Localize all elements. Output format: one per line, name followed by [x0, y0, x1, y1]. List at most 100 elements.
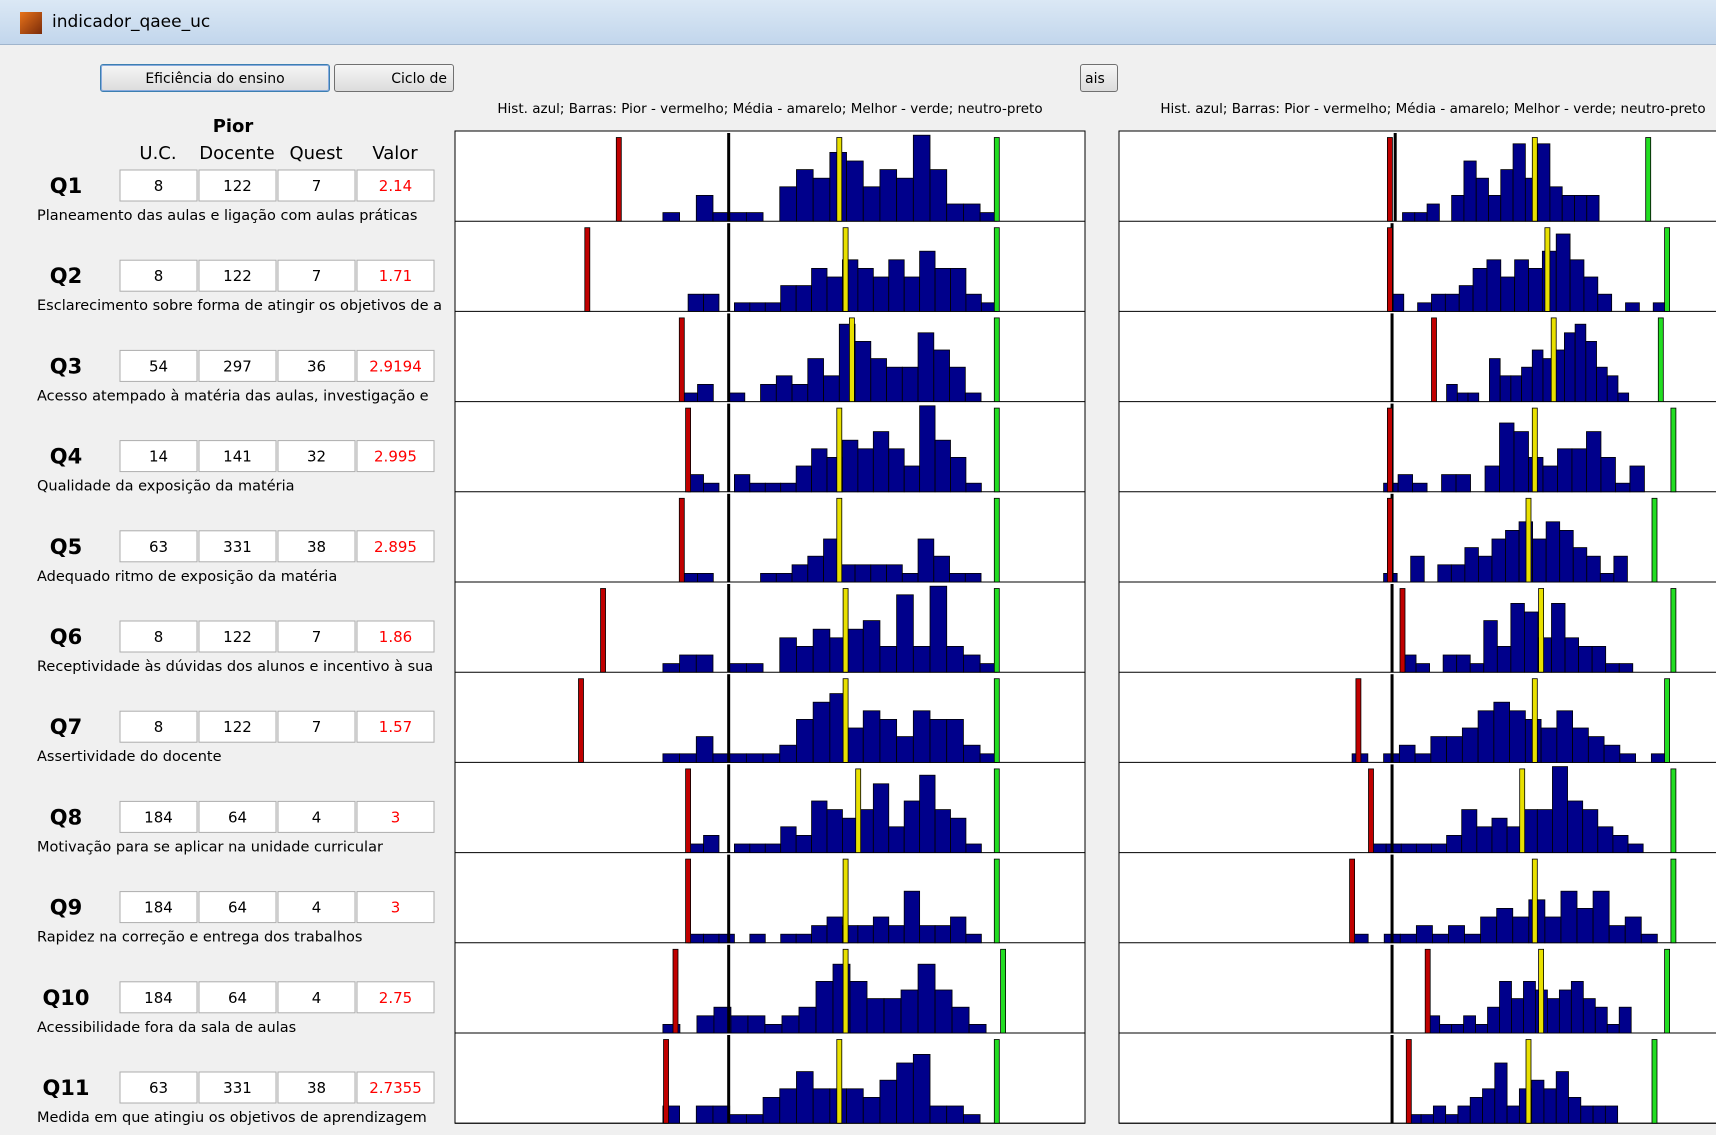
text-field[interactable]	[356, 710, 435, 743]
text-field[interactable]	[119, 169, 198, 202]
histogram-bar	[1415, 843, 1432, 854]
question-label: Q11	[42, 1076, 89, 1100]
histogram-bar	[946, 1105, 964, 1124]
histogram-bar	[1597, 826, 1614, 853]
text-field[interactable]	[198, 349, 277, 382]
histogram-bar	[1445, 1114, 1459, 1124]
text-field[interactable]	[119, 440, 198, 473]
marker-neutro	[727, 133, 731, 222]
histogram-bar	[1446, 736, 1463, 763]
tab-button[interactable]: Eficiência do ensino	[100, 64, 330, 92]
histogram-bar	[1491, 538, 1506, 583]
text-field[interactable]	[119, 349, 198, 382]
text-field[interactable]	[119, 981, 198, 1014]
text-field[interactable]	[198, 169, 277, 202]
marker-media	[836, 497, 843, 583]
tab-button[interactable]: ais	[1080, 64, 1118, 92]
histogram-bar	[901, 366, 919, 403]
question-label: Q9	[50, 896, 82, 920]
text-field[interactable]	[356, 169, 435, 202]
text-field[interactable]	[119, 800, 198, 833]
histogram-bar	[1608, 925, 1626, 944]
text-field[interactable]	[356, 800, 435, 833]
text-field[interactable]	[277, 530, 356, 563]
histogram-bar	[933, 555, 950, 583]
histogram-bar	[1467, 392, 1480, 403]
histogram-bar	[934, 267, 951, 312]
text-field[interactable]	[198, 259, 277, 292]
text-field[interactable]	[119, 620, 198, 653]
text-field[interactable]	[277, 259, 356, 292]
text-field[interactable]	[356, 891, 435, 924]
text-field[interactable]	[198, 620, 277, 653]
tab-button[interactable]: Ciclo de	[334, 64, 454, 92]
text-field[interactable]	[198, 800, 277, 833]
text-field[interactable]	[356, 259, 435, 292]
text-field[interactable]	[198, 440, 277, 473]
histogram-bar	[1537, 143, 1551, 222]
text-field[interactable]	[356, 349, 435, 382]
question-label: Q7	[50, 715, 82, 739]
text-field[interactable]	[277, 800, 356, 833]
field-value: 54	[149, 357, 168, 375]
text-field[interactable]	[198, 710, 277, 743]
histogram-bar	[1448, 925, 1465, 944]
text-field[interactable]	[356, 530, 435, 563]
text-field[interactable]	[119, 710, 198, 743]
text-field[interactable]	[198, 891, 277, 924]
histogram-bar	[1446, 835, 1463, 854]
histogram-bar	[1420, 1114, 1434, 1124]
histogram-bar	[1545, 521, 1561, 583]
text-field[interactable]	[119, 1071, 198, 1104]
marker-neutro	[1390, 1035, 1394, 1124]
text-field[interactable]	[277, 440, 356, 473]
histogram-bar	[1475, 177, 1489, 222]
histogram-bar	[1587, 736, 1605, 763]
text-field[interactable]	[277, 169, 356, 202]
field-value: 2.995	[374, 448, 417, 466]
text-field[interactable]	[198, 1071, 277, 1104]
field-value: 141	[223, 448, 252, 466]
histogram-bar	[1586, 431, 1602, 493]
histogram-bar	[929, 169, 948, 222]
histogram-bar	[1603, 744, 1621, 763]
text-field[interactable]	[277, 1071, 356, 1104]
text-field[interactable]	[277, 349, 356, 382]
histogram-bar	[745, 1114, 764, 1124]
histogram-bar	[811, 448, 828, 493]
histogram-bar	[934, 439, 951, 493]
histogram-bar	[796, 1071, 814, 1124]
histogram-bar	[779, 744, 797, 763]
text-field[interactable]	[277, 891, 356, 924]
marker-media	[1544, 227, 1551, 312]
histogram-bar	[934, 989, 953, 1034]
marker-melhor	[993, 678, 1000, 763]
text-field[interactable]	[277, 981, 356, 1014]
marker-pior	[584, 227, 591, 312]
histogram-bar	[1499, 375, 1512, 402]
histogram-bar	[1559, 530, 1574, 583]
text-field[interactable]	[356, 440, 435, 473]
question-label: Q6	[50, 625, 82, 649]
text-field[interactable]	[277, 620, 356, 653]
text-field[interactable]	[277, 710, 356, 743]
text-field[interactable]	[198, 530, 277, 563]
histogram-bar	[1542, 465, 1558, 493]
text-field[interactable]	[356, 620, 435, 653]
text-field[interactable]	[356, 1071, 435, 1104]
text-field[interactable]	[119, 530, 198, 563]
text-field[interactable]	[198, 981, 277, 1014]
marker-pior	[685, 858, 691, 944]
histogram-bar	[1591, 646, 1607, 673]
field-value: 63	[149, 1079, 168, 1097]
histogram-bar	[1493, 701, 1510, 763]
histogram-bar	[795, 465, 812, 493]
histogram-bar	[1491, 817, 1508, 854]
text-field[interactable]	[356, 981, 435, 1014]
histogram-bar	[1561, 194, 1575, 222]
text-field[interactable]	[119, 259, 198, 292]
histogram-bar	[780, 826, 797, 853]
histogram-bar	[929, 1105, 948, 1124]
marker-pior	[663, 1039, 669, 1124]
text-field[interactable]	[119, 891, 198, 924]
